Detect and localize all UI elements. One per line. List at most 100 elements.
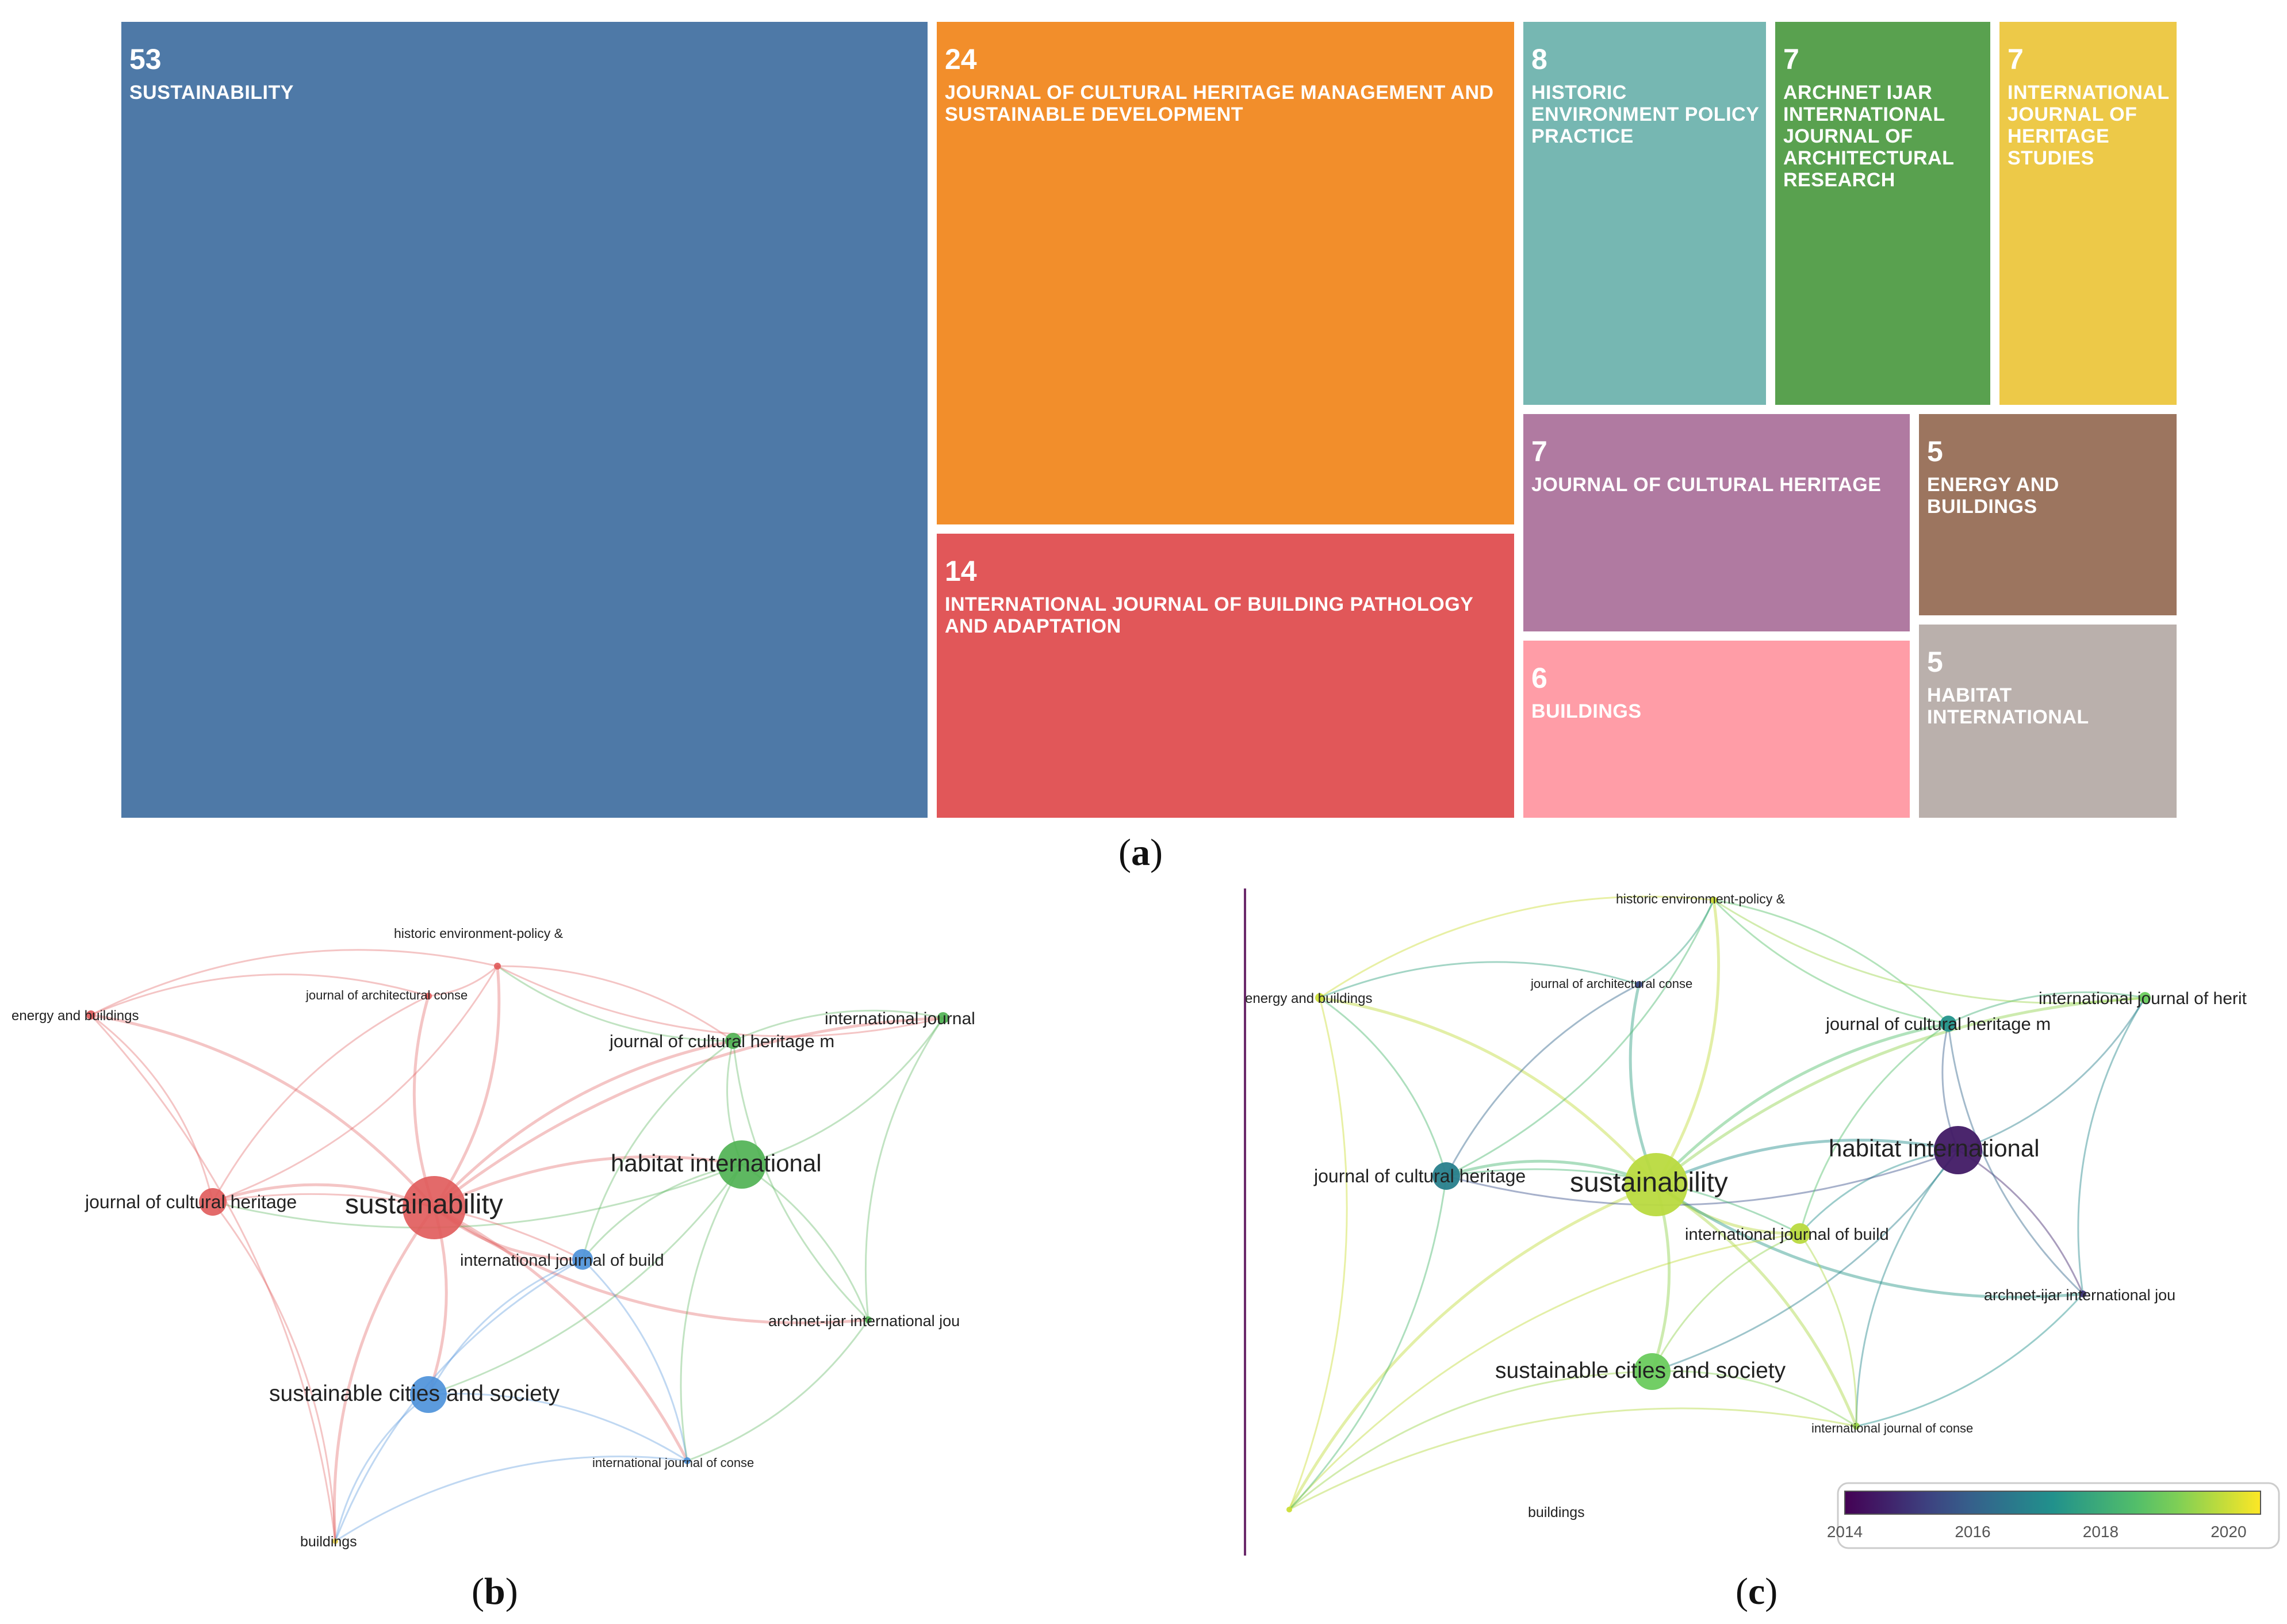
network-edge [1446, 1149, 1959, 1206]
network-edge [1655, 1139, 1959, 1186]
treemap-tile: 53 SUSTAINABILITY [117, 17, 932, 822]
network-edge [1288, 1183, 1657, 1511]
network-edge [428, 965, 498, 997]
network-node [403, 1176, 466, 1239]
network-edge [428, 1393, 688, 1462]
treemap-value: 6 [1531, 662, 1547, 694]
network-node-label: international journal [825, 1009, 975, 1028]
network-node [425, 993, 432, 999]
edges [90, 949, 944, 1542]
network-edge [1288, 1175, 1447, 1511]
network-edge [1957, 1149, 2084, 1294]
network-edge [1319, 997, 1447, 1177]
treemap-value: 7 [1531, 435, 1547, 468]
network-edge [1655, 1183, 2083, 1299]
network-node-label: historic environment-policy & [1616, 891, 1785, 906]
treemap-label: ARCHNET IJAR INTERNATIONAL JOURNAL OF AR… [1783, 82, 1954, 191]
network-edge [212, 1163, 742, 1229]
network-edge [212, 995, 429, 1202]
network-edge [433, 1039, 734, 1209]
network-edge [497, 965, 944, 1037]
network-node [1635, 981, 1642, 988]
network-node-label: journal of cultural heritage [1313, 1166, 1526, 1186]
treemap-value: 7 [1783, 43, 1799, 75]
network-edge [1638, 899, 1715, 986]
network-node-label: international journal of build [460, 1251, 664, 1270]
network-edge [433, 1016, 944, 1209]
network-edge [680, 1164, 743, 1461]
colorbar-tick-label: 2020 [2211, 1523, 2246, 1541]
network-edge [1947, 1023, 2084, 1295]
treemap-label: HABITAT INTERNATIONAL [1927, 684, 2089, 728]
nodes: sustainability habitat international journ… [1245, 891, 2247, 1520]
treemap-tile: 7 ARCHNET IJAR INTERNATIONAL JOURNAL OF A… [1771, 17, 1995, 409]
network-edge [90, 1014, 336, 1542]
network-edge [90, 949, 498, 1016]
network-node-label: international journal of build [1685, 1225, 1889, 1244]
network-edge [332, 1206, 436, 1542]
network-edge [433, 1206, 869, 1324]
network-node-label: archnet-ijar international jou [768, 1312, 960, 1330]
network-edge [1713, 899, 1949, 1025]
network-node [2079, 1290, 2086, 1297]
network-edge [1651, 1232, 1801, 1372]
treemap-value: 5 [1927, 435, 1943, 468]
network-node-label: journal of cultural heritage m [609, 1031, 834, 1051]
network-edge [1713, 899, 1949, 1025]
network-node-label: buildings [1528, 1504, 1585, 1520]
network-edge [412, 995, 436, 1208]
treemap-label: ENERGY AND BUILDINGS [1927, 474, 2059, 518]
network-edge [1652, 1150, 1959, 1373]
network-edge [1957, 997, 2146, 1151]
network-node [937, 1012, 949, 1024]
network-node-label: international journal of conse [1811, 1421, 1973, 1435]
network-node [1853, 1423, 1860, 1430]
treemap-tile: 14 INTERNATIONAL JOURNAL OF BUILDING PATH… [932, 529, 1519, 822]
network-edge [741, 1017, 944, 1166]
caption-b: (b) [472, 1571, 518, 1612]
network-edge [427, 1258, 583, 1395]
caption-c: (c) [1736, 1571, 1778, 1612]
network-node [684, 1457, 691, 1464]
network-node [494, 963, 501, 970]
network-edge [1288, 1232, 1801, 1511]
network-node [1790, 1223, 1810, 1244]
network-edge [1856, 1293, 2084, 1427]
treemap-label: INTERNATIONAL JOURNAL OF HERITAGE STUDIE… [2008, 82, 2170, 169]
network-edge [1799, 1149, 1959, 1235]
colorbar-tick-label: 2018 [2083, 1523, 2119, 1541]
network-edge [1289, 1370, 1653, 1511]
network-edge [1655, 1183, 1858, 1427]
network-edge [581, 1163, 742, 1260]
network-node-label: energy and buildings [1245, 991, 1373, 1006]
treemap-value: 53 [129, 43, 162, 75]
network-edge [1948, 991, 2146, 1025]
network-edge [90, 1014, 214, 1202]
treemap-tile: 5 HABITAT INTERNATIONAL [1914, 620, 2181, 822]
nodes: sustainability habitat international journ… [12, 926, 975, 1550]
network-node-label: energy and buildings [12, 1008, 139, 1024]
network-edge [581, 1040, 734, 1260]
network-edge [1655, 996, 2146, 1186]
network-node [865, 1316, 872, 1323]
network-edge [1288, 997, 1348, 1510]
treemap-label: HISTORIC ENVIRONMENT POLICY PRACTICE [1531, 82, 1759, 147]
colorbar: 2014 2016 2018 2020 [1827, 1482, 2280, 1549]
network-node-label: archnet-ijar international jou [1984, 1286, 2175, 1304]
network-edge [1446, 899, 1715, 1177]
network-node [725, 1033, 741, 1049]
network-node-label: international journal of conse [592, 1456, 754, 1470]
network-node [410, 1376, 447, 1413]
network-node-label: sustainable cities and society [1495, 1358, 1786, 1383]
treemap-label: BUILDINGS [1531, 700, 1642, 722]
treemap-label: INTERNATIONAL JOURNAL OF BUILDING PATHOL… [945, 593, 1473, 637]
treemap-label: JOURNAL OF CULTURAL HERITAGE [1531, 474, 1882, 496]
network-edge [212, 1201, 336, 1542]
network-edge [90, 1013, 435, 1209]
network-edge [335, 1456, 688, 1542]
network-edge [497, 965, 734, 1042]
network-edge [1799, 1022, 1949, 1234]
treemap-value: 8 [1531, 43, 1547, 75]
network-edge [1289, 1407, 1857, 1511]
network-node-label: journal of cultural heritage m [1825, 1014, 2051, 1034]
